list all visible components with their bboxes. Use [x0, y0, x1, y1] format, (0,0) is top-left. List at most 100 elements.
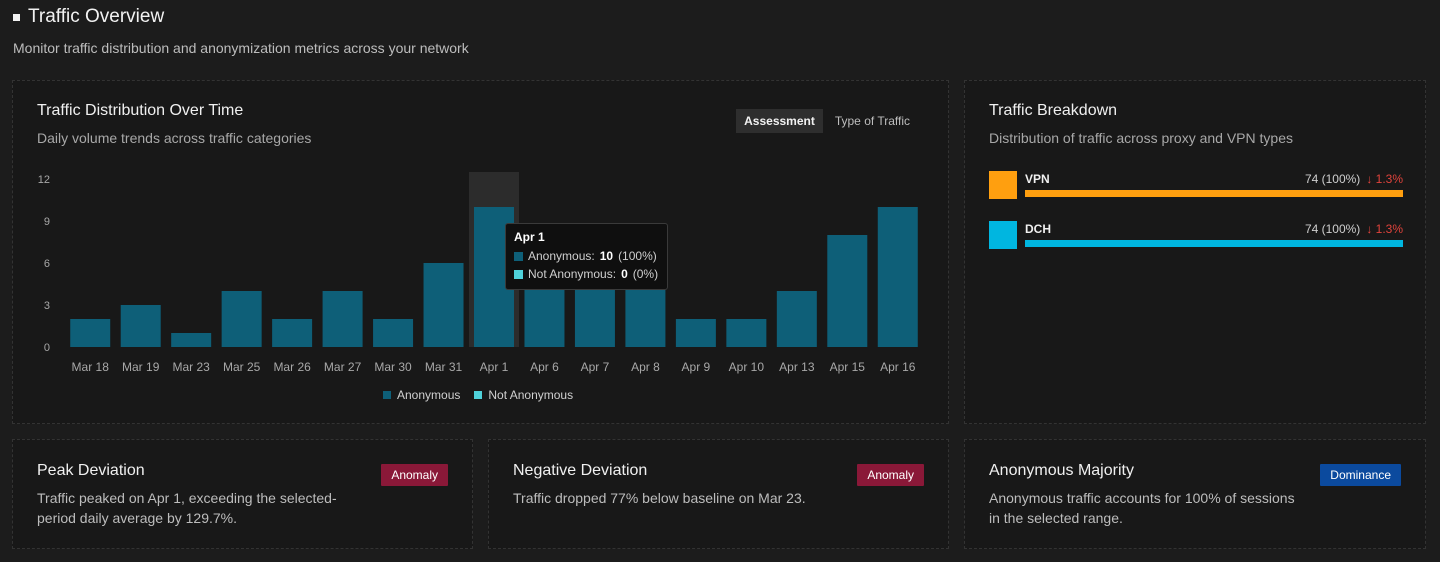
legend-anonymous-swatch	[383, 391, 391, 399]
x-tick-label: Mar 25	[223, 360, 261, 374]
insight-title: Negative Deviation	[513, 462, 648, 479]
vpn-stats: 74 (100%) ↓ 1.3%	[1305, 172, 1403, 186]
insight-card-anonymous-majority: Anonymous Majority Dominance Anonymous t…	[964, 439, 1426, 549]
x-tick-label: Mar 30	[374, 360, 412, 374]
bar[interactable]	[726, 319, 767, 347]
vpn-color-swatch	[989, 171, 1017, 199]
dch-stats: 74 (100%) ↓ 1.3%	[1305, 222, 1403, 236]
insight-text-line: Traffic peaked on Apr 1, exceeding the s…	[37, 490, 337, 506]
vpn-value: 74 (100%)	[1304, 172, 1361, 186]
tooltip-anonymous-value: 10	[599, 249, 614, 263]
legend-not-anonymous[interactable]: Not Anonymous	[474, 388, 573, 402]
vpn-share-bar	[1025, 190, 1403, 197]
vpn-change: ↓ 1.3%	[1366, 172, 1403, 186]
dch-change: ↓ 1.3%	[1366, 222, 1403, 236]
bar[interactable]	[776, 291, 817, 347]
x-tick-label: Apr 9	[682, 360, 711, 374]
y-tick-label: 3	[44, 300, 50, 312]
x-tick-label: Apr 16	[880, 360, 916, 374]
tooltip-not-anonymous-swatch	[514, 269, 523, 279]
y-tick-label: 9	[44, 216, 50, 228]
tooltip-row-anonymous: Anonymous: 10 (100%)	[514, 249, 659, 263]
insight-text-line: period daily average by 129.7%.	[37, 510, 238, 526]
page-header: Traffic Overview	[13, 6, 164, 28]
chart-view-toggle: Assessment Type of Traffic	[736, 109, 918, 133]
y-tick-label: 12	[38, 174, 50, 186]
bar[interactable]	[70, 319, 111, 347]
breakdown-row-dch[interactable]: DCH 74 (100%) ↓ 1.3%	[989, 221, 1403, 249]
page-title: Traffic Overview	[28, 6, 165, 27]
bar[interactable]	[221, 291, 262, 347]
insight-text-line: Traffic dropped 77% below baseline on Ma…	[513, 490, 806, 506]
anomaly-badge: Anomaly	[857, 464, 924, 486]
x-tick-label: Apr 10	[729, 360, 765, 374]
breakdown-title: Traffic Breakdown	[989, 102, 1118, 119]
tooltip-not-anonymous-value: 0	[621, 267, 628, 281]
dch-share-bar	[1025, 240, 1403, 247]
traffic-bar-chart[interactable]: 0 3 6 9 12 Mar 18 Mar 19 Mar 23 Mar 25 Mar 26 Mar …	[13, 81, 950, 381]
chart-card-title: Traffic Distribution Over Time	[37, 102, 244, 119]
chart-legend: Anonymous Not Anonymous	[383, 388, 573, 402]
x-tick-label: Mar 19	[122, 360, 160, 374]
page-title-row: Traffic Overview	[13, 6, 164, 28]
anomaly-badge: Anomaly	[381, 464, 448, 486]
chart-tooltip: Apr 1 Anonymous: 10 (100%) Not Anonymous…	[505, 223, 668, 290]
bar[interactable]	[877, 207, 918, 347]
breakdown-row-vpn[interactable]: VPN 74 (100%) ↓ 1.3%	[989, 171, 1403, 199]
insight-card-negative-deviation: Negative Deviation Anomaly Traffic dropp…	[488, 439, 949, 549]
insight-text-line: in the selected range.	[989, 510, 1123, 526]
vpn-label: VPN	[1025, 172, 1050, 186]
insight-text: Traffic dropped 77% below baseline on Ma…	[513, 488, 806, 508]
dch-color-swatch	[989, 221, 1017, 249]
type-of-traffic-tab[interactable]: Type of Traffic	[834, 114, 910, 128]
x-tick-label: Mar 23	[172, 360, 210, 374]
insight-text: Traffic peaked on Apr 1, exceeding the s…	[37, 488, 337, 528]
breakdown-subtitle: Distribution of traffic across proxy and…	[989, 130, 1293, 146]
legend-anonymous[interactable]: Anonymous	[383, 388, 460, 402]
tooltip-anonymous-label: Anonymous:	[528, 249, 595, 263]
y-tick-label: 0	[44, 342, 50, 354]
title-square-icon	[13, 13, 20, 21]
x-tick-label: Apr 8	[631, 360, 660, 374]
x-tick-label: Apr 13	[779, 360, 815, 374]
legend-anonymous-label: Anonymous	[397, 388, 461, 402]
tooltip-not-anonymous-pct: (0%)	[632, 267, 659, 281]
page-subtitle: Monitor traffic distribution and anonymi…	[13, 40, 469, 56]
bar[interactable]	[423, 263, 464, 347]
dch-label: DCH	[1025, 222, 1051, 236]
insight-text: Anonymous traffic accounts for 100% of s…	[989, 488, 1295, 528]
legend-not-anonymous-swatch	[474, 391, 483, 399]
tooltip-anonymous-pct: (100%)	[618, 249, 657, 263]
x-tick-label: Mar 31	[425, 360, 463, 374]
bar[interactable]	[120, 305, 161, 347]
bar[interactable]	[827, 235, 868, 347]
legend-not-anonymous-label: Not Anonymous	[488, 388, 574, 402]
bar[interactable]	[675, 319, 716, 347]
dch-value: 74 (100%)	[1304, 222, 1361, 236]
assessment-tab[interactable]: Assessment	[736, 109, 823, 133]
x-tick-label: Mar 27	[324, 360, 362, 374]
bar[interactable]	[373, 319, 414, 347]
tooltip-date: Apr 1	[514, 230, 545, 244]
dominance-badge: Dominance	[1320, 464, 1401, 486]
bar[interactable]	[272, 319, 313, 347]
chart-card-subtitle: Daily volume trends across traffic categ…	[37, 130, 312, 146]
x-tick-label: Apr 7	[581, 360, 610, 374]
tooltip-row-not-anonymous: Not Anonymous: 0 (0%)	[514, 267, 659, 281]
insight-text-line: Anonymous traffic accounts for 100% of s…	[989, 490, 1295, 506]
tooltip-anonymous-swatch	[514, 251, 523, 261]
tooltip-not-anonymous-label: Not Anonymous:	[528, 267, 617, 281]
insight-title: Anonymous Majority	[989, 462, 1134, 479]
x-tick-label: Mar 18	[72, 360, 110, 374]
traffic-distribution-card: Traffic Distribution Over Time Daily vol…	[12, 80, 949, 424]
x-tick-label: Apr 15	[830, 360, 866, 374]
insight-title: Peak Deviation	[37, 462, 145, 479]
traffic-breakdown-card: Traffic Breakdown Distribution of traffi…	[964, 80, 1426, 424]
x-tick-label: Mar 26	[273, 360, 311, 374]
bar[interactable]	[322, 291, 363, 347]
y-tick-label: 6	[44, 258, 50, 270]
insight-card-peak-deviation: Peak Deviation Anomaly Traffic peaked on…	[12, 439, 473, 549]
x-tick-label: Apr 1	[480, 360, 509, 374]
x-tick-label: Apr 6	[530, 360, 559, 374]
bar[interactable]	[171, 333, 212, 347]
